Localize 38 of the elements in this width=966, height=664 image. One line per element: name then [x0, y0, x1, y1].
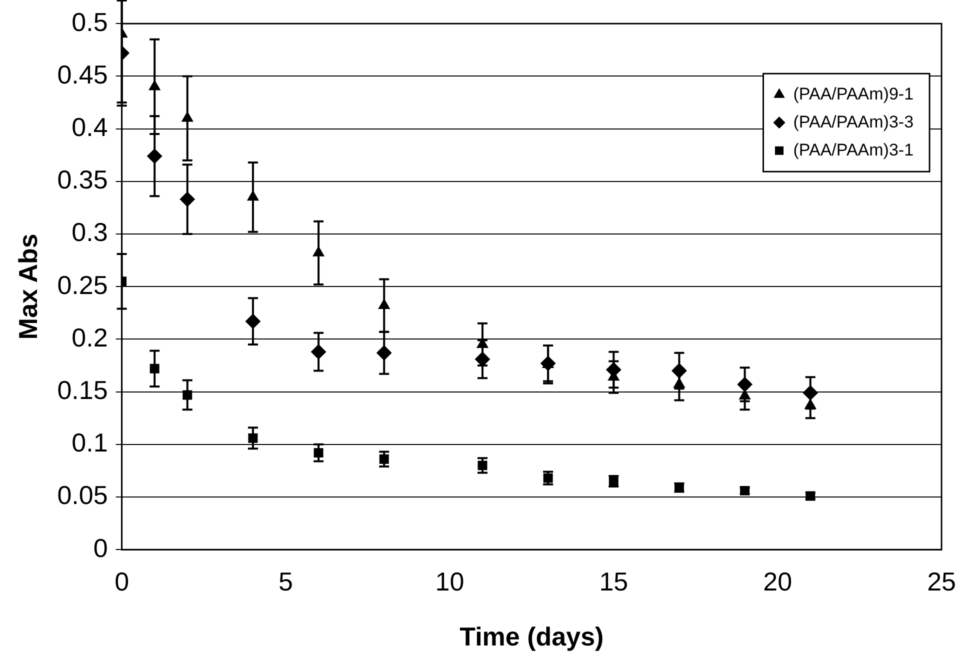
y-tick-label: 0.4	[72, 112, 108, 142]
x-tick-label: 0	[114, 566, 130, 596]
y-tick-label: 0	[93, 532, 108, 563]
point	[802, 385, 818, 400]
y-tick-label: 0.5	[72, 6, 108, 37]
y-tick-label: 0.25	[57, 270, 108, 300]
point	[737, 376, 752, 392]
point	[247, 190, 259, 201]
point	[739, 390, 750, 400]
legend-label: (PAA/PAAm)9-1	[793, 84, 914, 104]
x-tick-label: 20	[763, 566, 792, 596]
y-tick-label: 0.2	[72, 322, 108, 352]
point	[672, 363, 687, 378]
legend-label: (PAA/PAAm)3-1	[793, 140, 914, 160]
y-tick-label: 0.15	[57, 374, 108, 405]
x-axis-title: Time (days)	[460, 622, 604, 652]
point	[312, 246, 324, 256]
x-tick-label: 25	[927, 566, 956, 596]
point	[182, 112, 194, 122]
point	[674, 378, 685, 388]
y-tick-label: 0.45	[57, 59, 108, 90]
point	[376, 345, 392, 360]
point	[148, 80, 160, 90]
legend-label: (PAA/PAAm)3-3	[793, 112, 914, 132]
y-axis-title: Max Abs	[12, 234, 43, 340]
point	[378, 299, 390, 310]
y-tick-label: 0.05	[57, 480, 108, 510]
y-tick-label: 0.1	[72, 428, 108, 458]
point	[311, 344, 326, 360]
y-tick-label: 0.35	[57, 164, 108, 195]
x-tick-label: 5	[278, 566, 293, 596]
x-tick-label: 15	[599, 566, 628, 596]
point	[804, 398, 816, 409]
point	[245, 314, 260, 329]
point	[180, 192, 195, 207]
point	[147, 148, 162, 164]
y-tick-label: 0.3	[72, 217, 108, 248]
x-tick-label: 10	[435, 566, 464, 596]
